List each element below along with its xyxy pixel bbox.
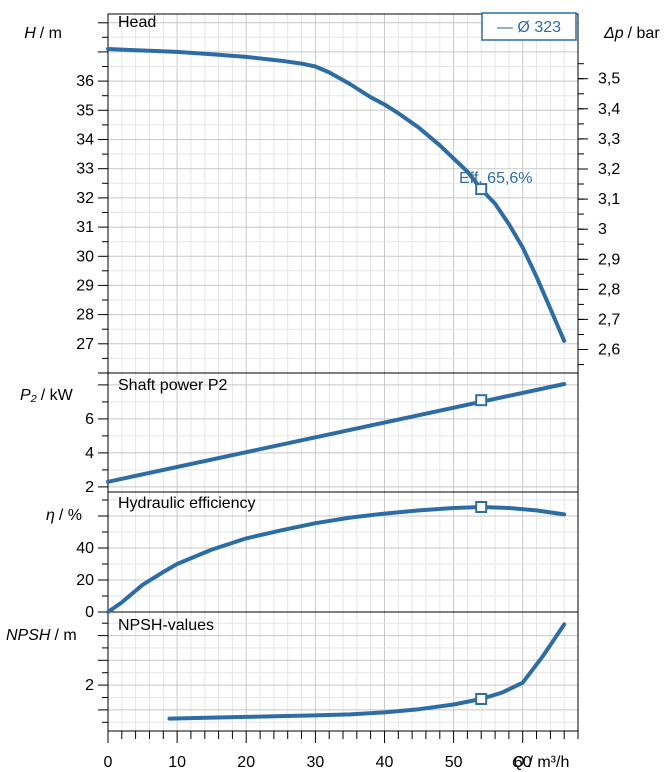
head-curve xyxy=(106,47,567,343)
head-y-tick-label: 27 xyxy=(76,336,94,353)
head-y-tick-label: 30 xyxy=(76,248,94,265)
efficiency-y-tick-label: 40 xyxy=(76,540,94,557)
y-label-npsh: NPSH / m xyxy=(6,627,77,644)
panel-title-power: Shaft power P2 xyxy=(118,377,228,394)
head-y2-tick-label: 3,2 xyxy=(598,161,620,178)
power-y-tick-label: 4 xyxy=(85,445,94,462)
y-label-head: H / m xyxy=(24,25,62,42)
head-y2-tick-label: 3,3 xyxy=(598,131,620,148)
head-y-tick-label: 29 xyxy=(76,277,94,294)
x-tick-label: 60 xyxy=(514,754,532,771)
head-y-tick-label: 32 xyxy=(76,190,94,207)
efficiency-y-tick-label: 0 xyxy=(85,604,94,621)
power-operating-point xyxy=(475,394,488,407)
efficiency-operating-point xyxy=(475,501,488,513)
power-y-tick-label: 2 xyxy=(85,479,94,496)
head-y2-tick-label: 2,8 xyxy=(598,281,620,298)
npsh-y-tick-label: 2 xyxy=(85,677,94,694)
power-y-tick-label: 6 xyxy=(85,411,94,428)
axis-ticks xyxy=(98,22,588,743)
panel-title-head: Head xyxy=(118,14,156,31)
head-operating-point xyxy=(475,183,488,196)
head-y-tick-label: 31 xyxy=(76,219,94,236)
operating-point-label: Eff. 65,6% xyxy=(459,170,533,187)
power-curve xyxy=(106,382,567,484)
npsh-operating-point xyxy=(475,693,488,705)
head-y2-tick-label: 3,1 xyxy=(598,191,620,208)
head-y-tick-label: 33 xyxy=(76,161,94,178)
head-y2-tick-label: 2,6 xyxy=(598,342,620,359)
y-label-power: P₂ / kW xyxy=(20,387,74,404)
x-axis-label: Q / m³/h xyxy=(512,754,569,771)
x-tick-label: 50 xyxy=(445,754,463,771)
y2-label-pressure: Δp / bar xyxy=(603,25,660,42)
head-y2-tick-label: 3,5 xyxy=(598,71,620,88)
efficiency-curve xyxy=(106,505,567,614)
x-tick-label: 10 xyxy=(168,754,186,771)
legend-label: — Ø 323 xyxy=(497,19,561,36)
x-tick-label: 0 xyxy=(104,754,113,771)
head-y-tick-label: 36 xyxy=(76,73,94,90)
head-y2-tick-label: 3,4 xyxy=(598,101,620,118)
head-y2-tick-label: 3 xyxy=(598,221,607,238)
head-y-tick-label: 34 xyxy=(76,132,94,149)
efficiency-y-tick-label: 20 xyxy=(76,572,94,589)
legend-box xyxy=(481,12,577,41)
x-tick-label: 30 xyxy=(307,754,325,771)
panel-title-npsh: NPSH-values xyxy=(118,617,214,634)
head-y-tick-label: 28 xyxy=(76,307,94,324)
npsh-curve xyxy=(167,622,567,721)
chart-labels: 27 28 29 30 31 32 33 34 35 36 2,6 2,7 2,8 2,9 3 3,1 3,2 3… xyxy=(76,71,620,771)
panel-title-efficiency: Hydraulic efficiency xyxy=(118,495,256,512)
performance-curves xyxy=(106,47,567,721)
head-y2-tick-label: 2,9 xyxy=(598,251,620,268)
panel-frames xyxy=(107,13,579,732)
head-y2-tick-label: 2,7 xyxy=(598,311,620,328)
y-label-efficiency: η / % xyxy=(46,507,82,524)
x-tick-label: 40 xyxy=(376,754,394,771)
x-tick-label: 20 xyxy=(237,754,255,771)
head-y-tick-label: 35 xyxy=(76,102,94,119)
